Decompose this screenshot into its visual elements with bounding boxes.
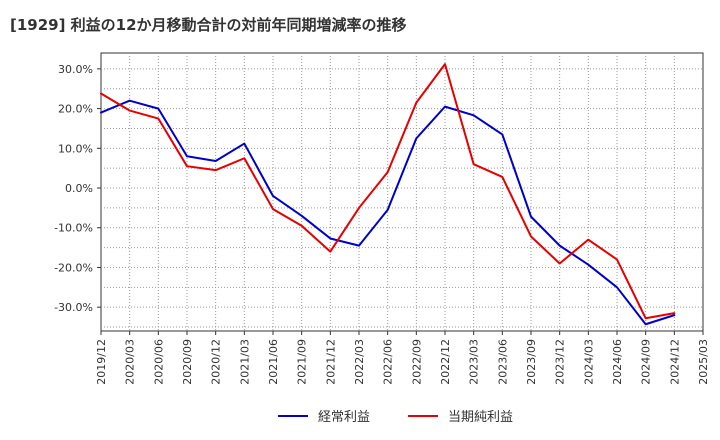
x-tick-label: 2021/06 (267, 339, 280, 385)
y-tick-label: 10.0% (58, 142, 93, 155)
x-tick-label: 2022/09 (410, 339, 423, 385)
x-tick-label: 2023/06 (496, 339, 509, 385)
x-tick-label: 2025/03 (697, 339, 710, 385)
y-tick-label: 20.0% (58, 103, 93, 116)
x-tick-label: 2019/12 (95, 339, 108, 385)
x-tick-label: 2022/12 (439, 339, 452, 385)
y-tick-label: 0.0% (65, 182, 93, 195)
x-tick-label: 2020/03 (124, 339, 137, 385)
series (100, 63, 676, 326)
legend-swatch-junrieki (408, 414, 438, 417)
grid (100, 52, 704, 332)
legend-item-keijo: 経常利益 (278, 406, 370, 425)
x-tick-label: 2022/03 (353, 339, 366, 385)
x-tick-label: 2024/12 (668, 339, 681, 385)
x-tick-label: 2024/06 (611, 339, 624, 385)
x-tick-label: 2024/03 (582, 339, 595, 385)
legend-label-keijo: 経常利益 (318, 410, 371, 425)
series-line-0 (100, 99, 676, 326)
legend-label-junrieki: 当期純利益 (448, 410, 514, 425)
y-tick-label: -10.0% (54, 222, 93, 235)
plot-area (100, 52, 704, 332)
x-tick-label: 2021/09 (296, 339, 309, 385)
x-tick-label: 2023/03 (468, 339, 481, 385)
legend-swatch-keijo (278, 414, 308, 417)
x-tick-label: 2023/12 (554, 339, 567, 385)
x-tick-label: 2020/09 (181, 339, 194, 385)
x-tick-label: 2021/03 (238, 339, 251, 385)
y-tick-label: -30.0% (54, 301, 93, 314)
x-tick-label: 2022/06 (382, 339, 395, 385)
x-tick-label: 2020/06 (152, 339, 165, 385)
axes: 30.0% 20.0% 10.0% 0.0% -10.0% -20.0% -30.0% 201… (54, 63, 710, 385)
x-tick-label: 2020/12 (210, 339, 223, 385)
legend-item-junrieki: 当期純利益 (408, 406, 513, 425)
x-tick-label: 2024/09 (640, 339, 653, 385)
series-line-1 (100, 63, 676, 320)
x-tick-label: 2021/12 (324, 339, 337, 385)
x-tick-label: 2023/09 (525, 339, 538, 385)
y-tick-label: 30.0% (58, 63, 93, 76)
y-tick-label: -20.0% (54, 261, 93, 274)
chart-title: [1929] 利益の12か月移動合計の対前年同期増減率の推移 (10, 16, 407, 34)
